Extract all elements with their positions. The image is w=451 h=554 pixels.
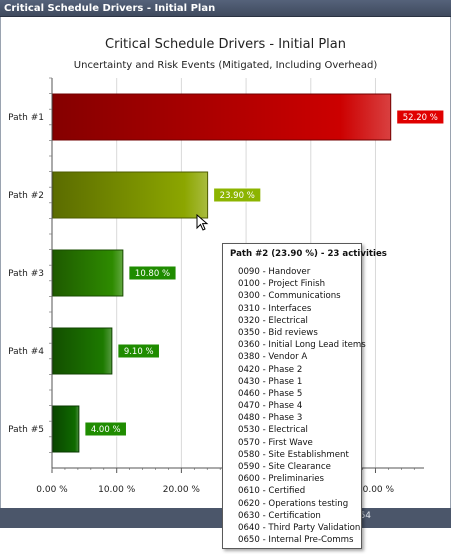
data-label-box	[84, 421, 127, 437]
x-tick-label: 10.00 %	[98, 485, 136, 495]
tooltip-activity-item: 0470 - Phase 4	[238, 401, 303, 412]
tooltip-activity-item: 0460 - Phase 5	[238, 388, 303, 399]
chart-subtitle: Uncertainty and Risk Events (Mitigated, …	[73, 60, 378, 71]
data-label-box	[213, 187, 262, 203]
bar[interactable]	[52, 171, 209, 219]
data-label-box	[128, 265, 177, 281]
chart-title: Critical Schedule Drivers - Initial Plan	[105, 37, 346, 52]
tooltip-activity-item: 0600 - Preliminaries	[238, 474, 325, 485]
tooltip-activity-item: 0360 - Initial Long Lead items	[238, 340, 366, 351]
data-label: 52.20 %	[403, 113, 438, 123]
tooltip-activity-item: 0320 - Electrical	[238, 315, 308, 326]
tooltip-activity-item: 0630 - Certification	[238, 510, 321, 521]
bar[interactable]	[52, 405, 80, 453]
x-tick-label: 0.00 %	[36, 485, 68, 495]
data-label-box	[396, 109, 445, 125]
data-labels: 52.20 % 23.90 % 10.80 % 9.10 % 4.00 %	[84, 109, 445, 437]
tooltip-activity-item: 0300 - Communications	[238, 291, 341, 302]
bar[interactable]	[52, 327, 113, 375]
tooltip-activity-item: 0590 - Site Clearance	[238, 462, 331, 472]
tooltip-activity-item: 0420 - Phase 2	[238, 364, 303, 375]
tooltip-activity-item: 0620 - Operations testing	[238, 498, 349, 509]
tooltip-activity-item: 0640 - Third Party Validation	[238, 522, 361, 533]
bar[interactable]	[52, 93, 392, 141]
bar[interactable]	[52, 249, 124, 297]
x-tick-label: 50.00 %	[357, 485, 395, 495]
data-label: 23.90 %	[220, 191, 255, 201]
tooltip-title: Path #2 (23.90 %) - 23 activities	[230, 249, 387, 259]
data-label-box	[117, 343, 160, 359]
data-label: 9.10 %	[124, 347, 154, 357]
tooltip-activity-item: 0090 - Handover	[238, 267, 311, 277]
tooltip-activity-item: 0100 - Project Finish	[238, 279, 326, 290]
y-tick-label: Path #1	[8, 113, 44, 123]
bars	[52, 93, 392, 453]
tooltip-activity-item: 0310 - Interfaces	[238, 303, 312, 314]
tooltip-activity-item: 0350 - Bid reviews	[238, 327, 318, 338]
tooltip-activity-item: 0530 - Electrical	[238, 425, 308, 436]
tooltip-activity-item: 0380 - Vendor A	[238, 352, 308, 363]
tooltip-activity-item: 0580 - Site Establishment	[238, 449, 349, 460]
tooltip-activity-item: 0570 - First Wave	[238, 437, 313, 448]
tooltip-activity-list: 0090 - Handover 0100 - Project Finish 0300…	[230, 266, 366, 546]
window-titlebar[interactable]: Critical Schedule Drivers - Initial Plan	[0, 0, 451, 17]
tooltip-activity-item: 0480 - Phase 3	[238, 413, 303, 424]
path-tooltip: Path #2 (23.90 %) - 23 activities 0090 -…	[222, 243, 387, 549]
mouse-cursor-icon	[196, 214, 209, 231]
tooltip-activity-item: 0430 - Phase 1	[238, 376, 303, 387]
y-tick-label: Path #2	[8, 191, 44, 201]
y-tick-label: Path #3	[8, 269, 44, 279]
y-tick-label: Path #4	[8, 347, 44, 357]
tooltip-activity-item: 0610 - Certified	[238, 486, 306, 497]
data-label: 10.80 %	[135, 269, 170, 279]
tooltip-activity-item: 0650 - Internal Pre-Comms	[238, 535, 354, 546]
data-label: 4.00 %	[91, 425, 121, 435]
y-tick-label: Path #5	[8, 425, 44, 435]
x-tick-label: 20.00 %	[163, 485, 201, 495]
